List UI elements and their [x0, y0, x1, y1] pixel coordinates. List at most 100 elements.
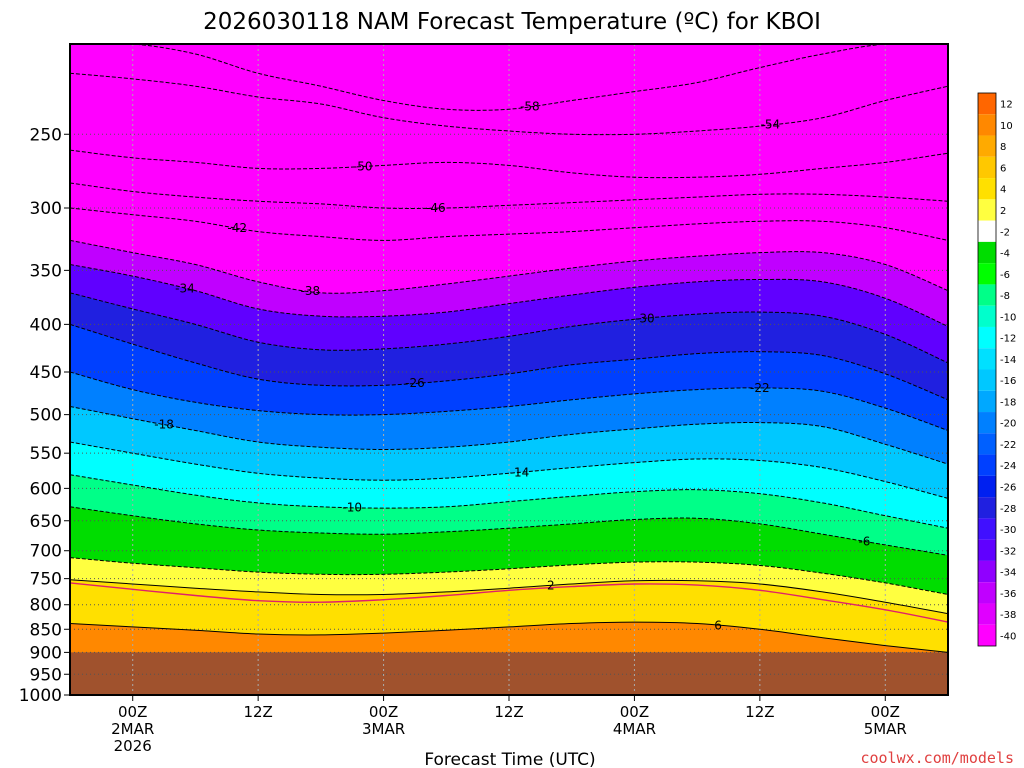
x-tick-label: 4MAR — [613, 720, 656, 738]
x-tick-label: 3MAR — [362, 720, 405, 738]
chart-title: 2026030118 NAM Forecast Temperature (ºC)… — [203, 9, 821, 35]
contour-label-m22: -22 — [750, 381, 770, 395]
colorbar-label: -34 — [1000, 568, 1016, 579]
y-tick-label: 350 — [30, 261, 62, 281]
colorbar: 12 10 8 6 4 2 -2 -4 -6 -8 -10 -12 -14 -16 -18 -20 -22 -24… — [977, 92, 1016, 647]
colorbar-frame — [977, 92, 997, 647]
contour-m26 — [70, 323, 948, 401]
colorbar-swatch — [978, 305, 996, 327]
y-tick-label: 650 — [30, 512, 62, 532]
x-tick-label: 00Z — [620, 703, 649, 721]
contour-m14 — [70, 441, 948, 499]
contour-m10 — [70, 474, 948, 529]
y-tick-label: 950 — [30, 665, 62, 685]
contour-label-m18: -18 — [154, 418, 174, 432]
x-axis-label: Forecast Time (UTC) — [424, 750, 595, 768]
colorbar-swatch — [978, 199, 996, 221]
x-tick-label: 12Z — [243, 703, 272, 721]
contour-m42 — [70, 207, 948, 241]
y-tick-label: 600 — [30, 479, 62, 499]
x-tick-label: 00Z — [369, 703, 398, 721]
y-tick-label: 500 — [30, 406, 62, 426]
colorbar-label: -16 — [1000, 376, 1016, 387]
colorbar-swatch — [978, 390, 996, 413]
colorbar-label: -36 — [1000, 589, 1016, 600]
colorbar-label: -8 — [1000, 291, 1010, 302]
contour-label-m42: -42 — [227, 221, 247, 235]
ground-layer — [70, 652, 948, 695]
contour-label-m38: -38 — [301, 284, 321, 298]
isotherm-contours — [70, 44, 948, 653]
colorbar-swatch — [978, 412, 996, 434]
contour-m50 — [70, 149, 948, 179]
contour-labels: -58 -54 -50 -46 -42 -38 -34 -30 -26 -22 -18 -14 -10 -… — [154, 99, 870, 632]
colorbar-swatch — [978, 220, 996, 242]
colorbar-label: -2 — [1000, 227, 1010, 238]
colorbar-label: 10 — [1000, 121, 1013, 132]
colorbar-label: -28 — [1000, 504, 1016, 515]
x-tick-label: 5MAR — [864, 720, 907, 738]
colorbar-label: -32 — [1000, 546, 1016, 557]
colorbar-label: -12 — [1000, 334, 1016, 345]
x-tick-label: 00Z — [118, 703, 147, 721]
colorbar-label: 2 — [1000, 206, 1006, 217]
colorbar-label: -40 — [1000, 631, 1016, 642]
contour-label-m46: -46 — [426, 201, 446, 215]
contour-label-m34: -34 — [175, 281, 195, 295]
y-tick-label: 300 — [30, 199, 62, 219]
contour-label-6: 6 — [714, 618, 722, 632]
colorbar-label: -26 — [1000, 482, 1016, 493]
y-tick-label: 700 — [30, 542, 62, 562]
contour-label-m54: -54 — [761, 118, 781, 132]
colorbar-swatch — [978, 326, 996, 349]
contour-m38 — [70, 239, 948, 294]
colorbar-swatch — [978, 369, 996, 391]
y-tick-label: 800 — [30, 596, 62, 616]
colorbar-label: -18 — [1000, 397, 1016, 408]
colorbar-label: -14 — [1000, 355, 1016, 366]
x-tick-label: 2MAR — [111, 720, 154, 738]
colorbar-label: 6 — [1000, 163, 1006, 174]
x-tick-label: 2026 — [114, 737, 152, 755]
contour-m34 — [70, 264, 948, 327]
colorbar-swatch — [978, 475, 996, 498]
colorbar-swatch — [978, 178, 996, 200]
y-tick-label: 750 — [30, 570, 62, 590]
contour-m22 — [70, 371, 948, 431]
colorbar-swatch — [978, 93, 996, 115]
contour-m6 — [70, 506, 948, 556]
contour-label-m30: -30 — [635, 311, 655, 325]
colorbar-label: -24 — [1000, 461, 1016, 472]
y-tick-label: 450 — [30, 363, 62, 383]
colorbar-label: -38 — [1000, 610, 1016, 621]
colorbar-swatch — [978, 114, 996, 136]
colorbar-swatch — [978, 582, 996, 604]
contour-m2 — [70, 557, 948, 595]
contour-label-m50: -50 — [353, 159, 373, 173]
colorbar-label: -20 — [1000, 419, 1016, 430]
y-tick-label: 900 — [30, 643, 62, 663]
contour-m58 — [70, 44, 948, 111]
colorbar-swatch — [978, 263, 996, 285]
x-tick-label: 00Z — [871, 703, 900, 721]
colorbar-swatch — [978, 603, 996, 625]
colorbar-swatch — [978, 433, 996, 455]
contour-label-m10: -10 — [342, 500, 362, 514]
credit-text: coolwx.com/models — [860, 749, 1014, 767]
contour-label-m26: -26 — [405, 376, 425, 390]
grid-lines — [70, 44, 948, 696]
contour-m30 — [70, 292, 948, 364]
contour-label-2: 2 — [547, 578, 555, 592]
contour-m46 — [70, 182, 948, 209]
colorbar-swatch — [978, 454, 996, 476]
colorbar-label: 4 — [1000, 185, 1006, 196]
colorbar-label: 12 — [1000, 100, 1013, 111]
colorbar-label: -10 — [1000, 312, 1016, 323]
x-tick-label: 12Z — [745, 703, 774, 721]
y-tick-label: 250 — [30, 125, 62, 145]
y-tick-label: 1000 — [19, 686, 62, 706]
contour-label-m58: -58 — [520, 99, 540, 113]
colorbar-swatch — [978, 241, 996, 264]
colorbar-swatch — [978, 348, 996, 370]
